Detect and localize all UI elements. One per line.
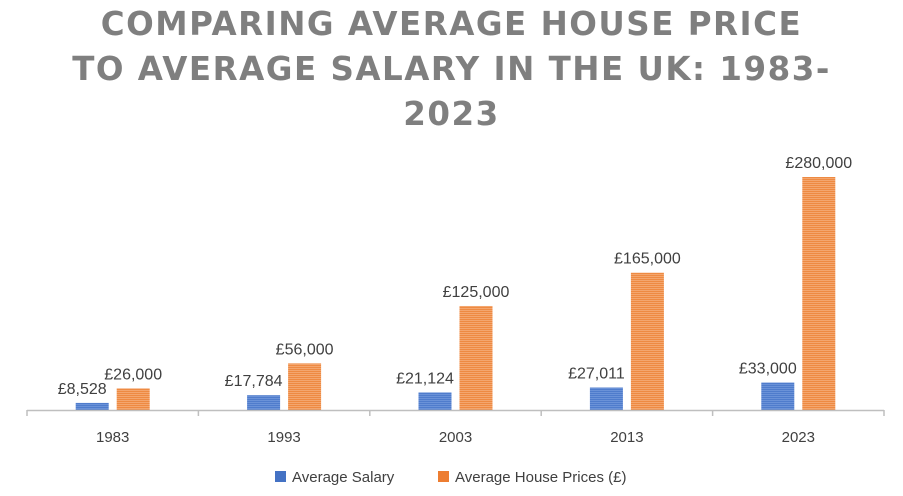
data-label-house-price-2023: £280,000 bbox=[785, 155, 852, 172]
bar-salary-2023 bbox=[761, 382, 795, 410]
bar-salary-1993 bbox=[247, 395, 281, 410]
bar-salary-1983 bbox=[75, 402, 109, 410]
data-label-salary-2013: £27,011 bbox=[568, 366, 625, 383]
x-tick-label-1993: 1993 bbox=[267, 429, 300, 446]
x-tick-label-1983: 1983 bbox=[96, 429, 129, 446]
bar-house-price-2003 bbox=[459, 305, 493, 410]
data-label-house-price-2013: £165,000 bbox=[614, 251, 681, 268]
legend: Average Salary Average House Prices (£) bbox=[275, 469, 626, 486]
bar-house-price-1993 bbox=[288, 363, 322, 410]
legend-label-salary: Average Salary bbox=[292, 469, 395, 486]
bar-house-price-1983 bbox=[116, 388, 150, 410]
bar-salary-2013 bbox=[589, 387, 623, 410]
chart-title-line-2: TO AVERAGE SALARY IN THE UK: 1983- bbox=[72, 50, 831, 88]
x-axis: 1983 1993 2003 2013 2023 bbox=[26, 409, 885, 446]
data-label-salary-2003: £21,124 bbox=[396, 370, 454, 387]
bar-house-price-2023 bbox=[802, 177, 836, 410]
data-label-house-price-1993: £56,000 bbox=[276, 341, 334, 358]
x-tick-label-2023: 2023 bbox=[782, 429, 815, 446]
data-label-salary-1983: £8,528 bbox=[58, 381, 107, 398]
chart-title-line-3: 2023 bbox=[403, 95, 500, 133]
plot-area: £8,528£26,000 £17,784 £56,000 £21,124 £125,0… bbox=[58, 155, 852, 410]
bar-salary-2003 bbox=[418, 392, 452, 410]
data-label-house-price-1983: £26,000 bbox=[104, 366, 162, 383]
x-tick-label-2013: 2013 bbox=[610, 429, 643, 446]
data-label-salary-2023: £33,000 bbox=[739, 361, 797, 378]
chart-title-line-1: COMPARING AVERAGE HOUSE PRICE bbox=[100, 5, 803, 43]
data-label-salary-1993: £17,784 bbox=[225, 373, 283, 390]
data-label-house-price-2003: £125,000 bbox=[443, 284, 510, 301]
legend-swatch-salary bbox=[275, 471, 286, 482]
x-tick-label-2003: 2003 bbox=[439, 429, 472, 446]
legend-swatch-house-price bbox=[438, 471, 449, 482]
bar-house-price-2013 bbox=[630, 272, 664, 410]
legend-label-house-price: Average House Prices (£) bbox=[455, 469, 626, 486]
chart-title: COMPARING AVERAGE HOUSE PRICE TO AVERAGE… bbox=[0, 2, 903, 137]
